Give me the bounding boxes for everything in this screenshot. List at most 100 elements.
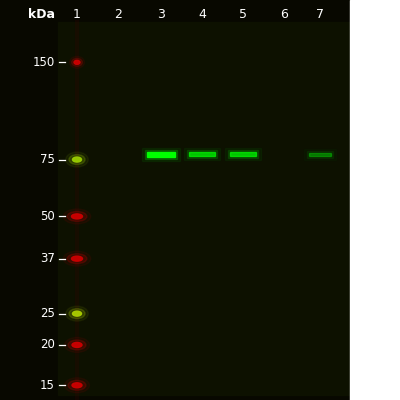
- Point: [59, 365, 65, 372]
- Point: [82, 178, 89, 185]
- Point: [276, 274, 283, 281]
- Point: [151, 334, 158, 340]
- Point: [290, 278, 296, 285]
- Point: [269, 321, 276, 327]
- Point: [128, 28, 134, 34]
- Point: [270, 338, 276, 344]
- Point: [170, 66, 176, 72]
- Point: [154, 157, 161, 163]
- Point: [336, 338, 343, 345]
- Point: [97, 197, 103, 203]
- Point: [207, 284, 213, 291]
- Point: [209, 308, 215, 314]
- Point: [186, 388, 192, 395]
- Point: [113, 236, 120, 242]
- Point: [234, 243, 241, 249]
- Point: [342, 34, 348, 40]
- Point: [284, 118, 290, 125]
- Point: [277, 310, 284, 316]
- Point: [194, 218, 200, 224]
- Point: [233, 254, 240, 260]
- Point: [159, 287, 166, 293]
- Point: [340, 220, 347, 227]
- Point: [302, 244, 309, 251]
- Point: [211, 236, 217, 242]
- Point: [246, 141, 252, 147]
- Point: [254, 250, 260, 256]
- Point: [240, 366, 246, 373]
- Point: [235, 325, 241, 332]
- Point: [72, 199, 78, 205]
- Point: [87, 348, 94, 354]
- Point: [124, 280, 130, 286]
- Point: [312, 51, 319, 57]
- Point: [233, 281, 239, 288]
- Point: [207, 391, 214, 398]
- Point: [186, 155, 192, 162]
- Point: [123, 370, 129, 376]
- Point: [316, 156, 322, 162]
- Point: [323, 330, 329, 336]
- Point: [185, 30, 192, 36]
- Point: [84, 250, 90, 256]
- Point: [192, 61, 198, 67]
- Point: [246, 203, 252, 209]
- Point: [316, 232, 322, 238]
- Point: [85, 276, 91, 282]
- Point: [114, 121, 120, 128]
- Point: [237, 97, 243, 103]
- Point: [183, 182, 189, 189]
- Point: [286, 342, 292, 348]
- Point: [302, 307, 308, 313]
- Point: [197, 290, 204, 296]
- Point: [196, 358, 202, 365]
- Point: [316, 356, 322, 362]
- Point: [143, 372, 150, 378]
- Point: [104, 342, 111, 348]
- Point: [143, 192, 149, 199]
- Point: [210, 203, 216, 209]
- Point: [182, 160, 189, 167]
- Point: [112, 107, 118, 113]
- Point: [310, 47, 316, 53]
- Point: [228, 72, 234, 78]
- Point: [123, 19, 130, 25]
- Point: [343, 278, 349, 285]
- Point: [55, 45, 61, 52]
- Point: [137, 131, 144, 137]
- Point: [58, 282, 64, 288]
- Point: [83, 141, 90, 147]
- Point: [250, 118, 256, 125]
- Point: [107, 300, 113, 306]
- Point: [200, 315, 207, 321]
- Point: [306, 156, 312, 162]
- Point: [128, 242, 134, 248]
- Point: [62, 186, 68, 192]
- Point: [344, 69, 350, 75]
- Point: [78, 274, 84, 280]
- Point: [63, 214, 70, 220]
- Point: [241, 242, 247, 248]
- Point: [265, 392, 271, 398]
- Point: [88, 89, 94, 96]
- Point: [242, 333, 248, 339]
- Point: [72, 114, 78, 121]
- Point: [306, 110, 312, 116]
- Point: [344, 390, 350, 397]
- Point: [84, 248, 90, 254]
- Point: [219, 76, 225, 82]
- Point: [216, 263, 222, 269]
- Point: [162, 133, 169, 139]
- Point: [167, 188, 173, 195]
- Point: [61, 71, 67, 78]
- Point: [83, 21, 90, 28]
- Point: [158, 33, 165, 39]
- Point: [309, 72, 315, 78]
- Point: [236, 133, 242, 140]
- Point: [231, 42, 237, 49]
- Point: [61, 87, 68, 94]
- Point: [262, 144, 268, 151]
- Point: [118, 383, 124, 389]
- Point: [240, 260, 246, 267]
- Point: [130, 107, 136, 114]
